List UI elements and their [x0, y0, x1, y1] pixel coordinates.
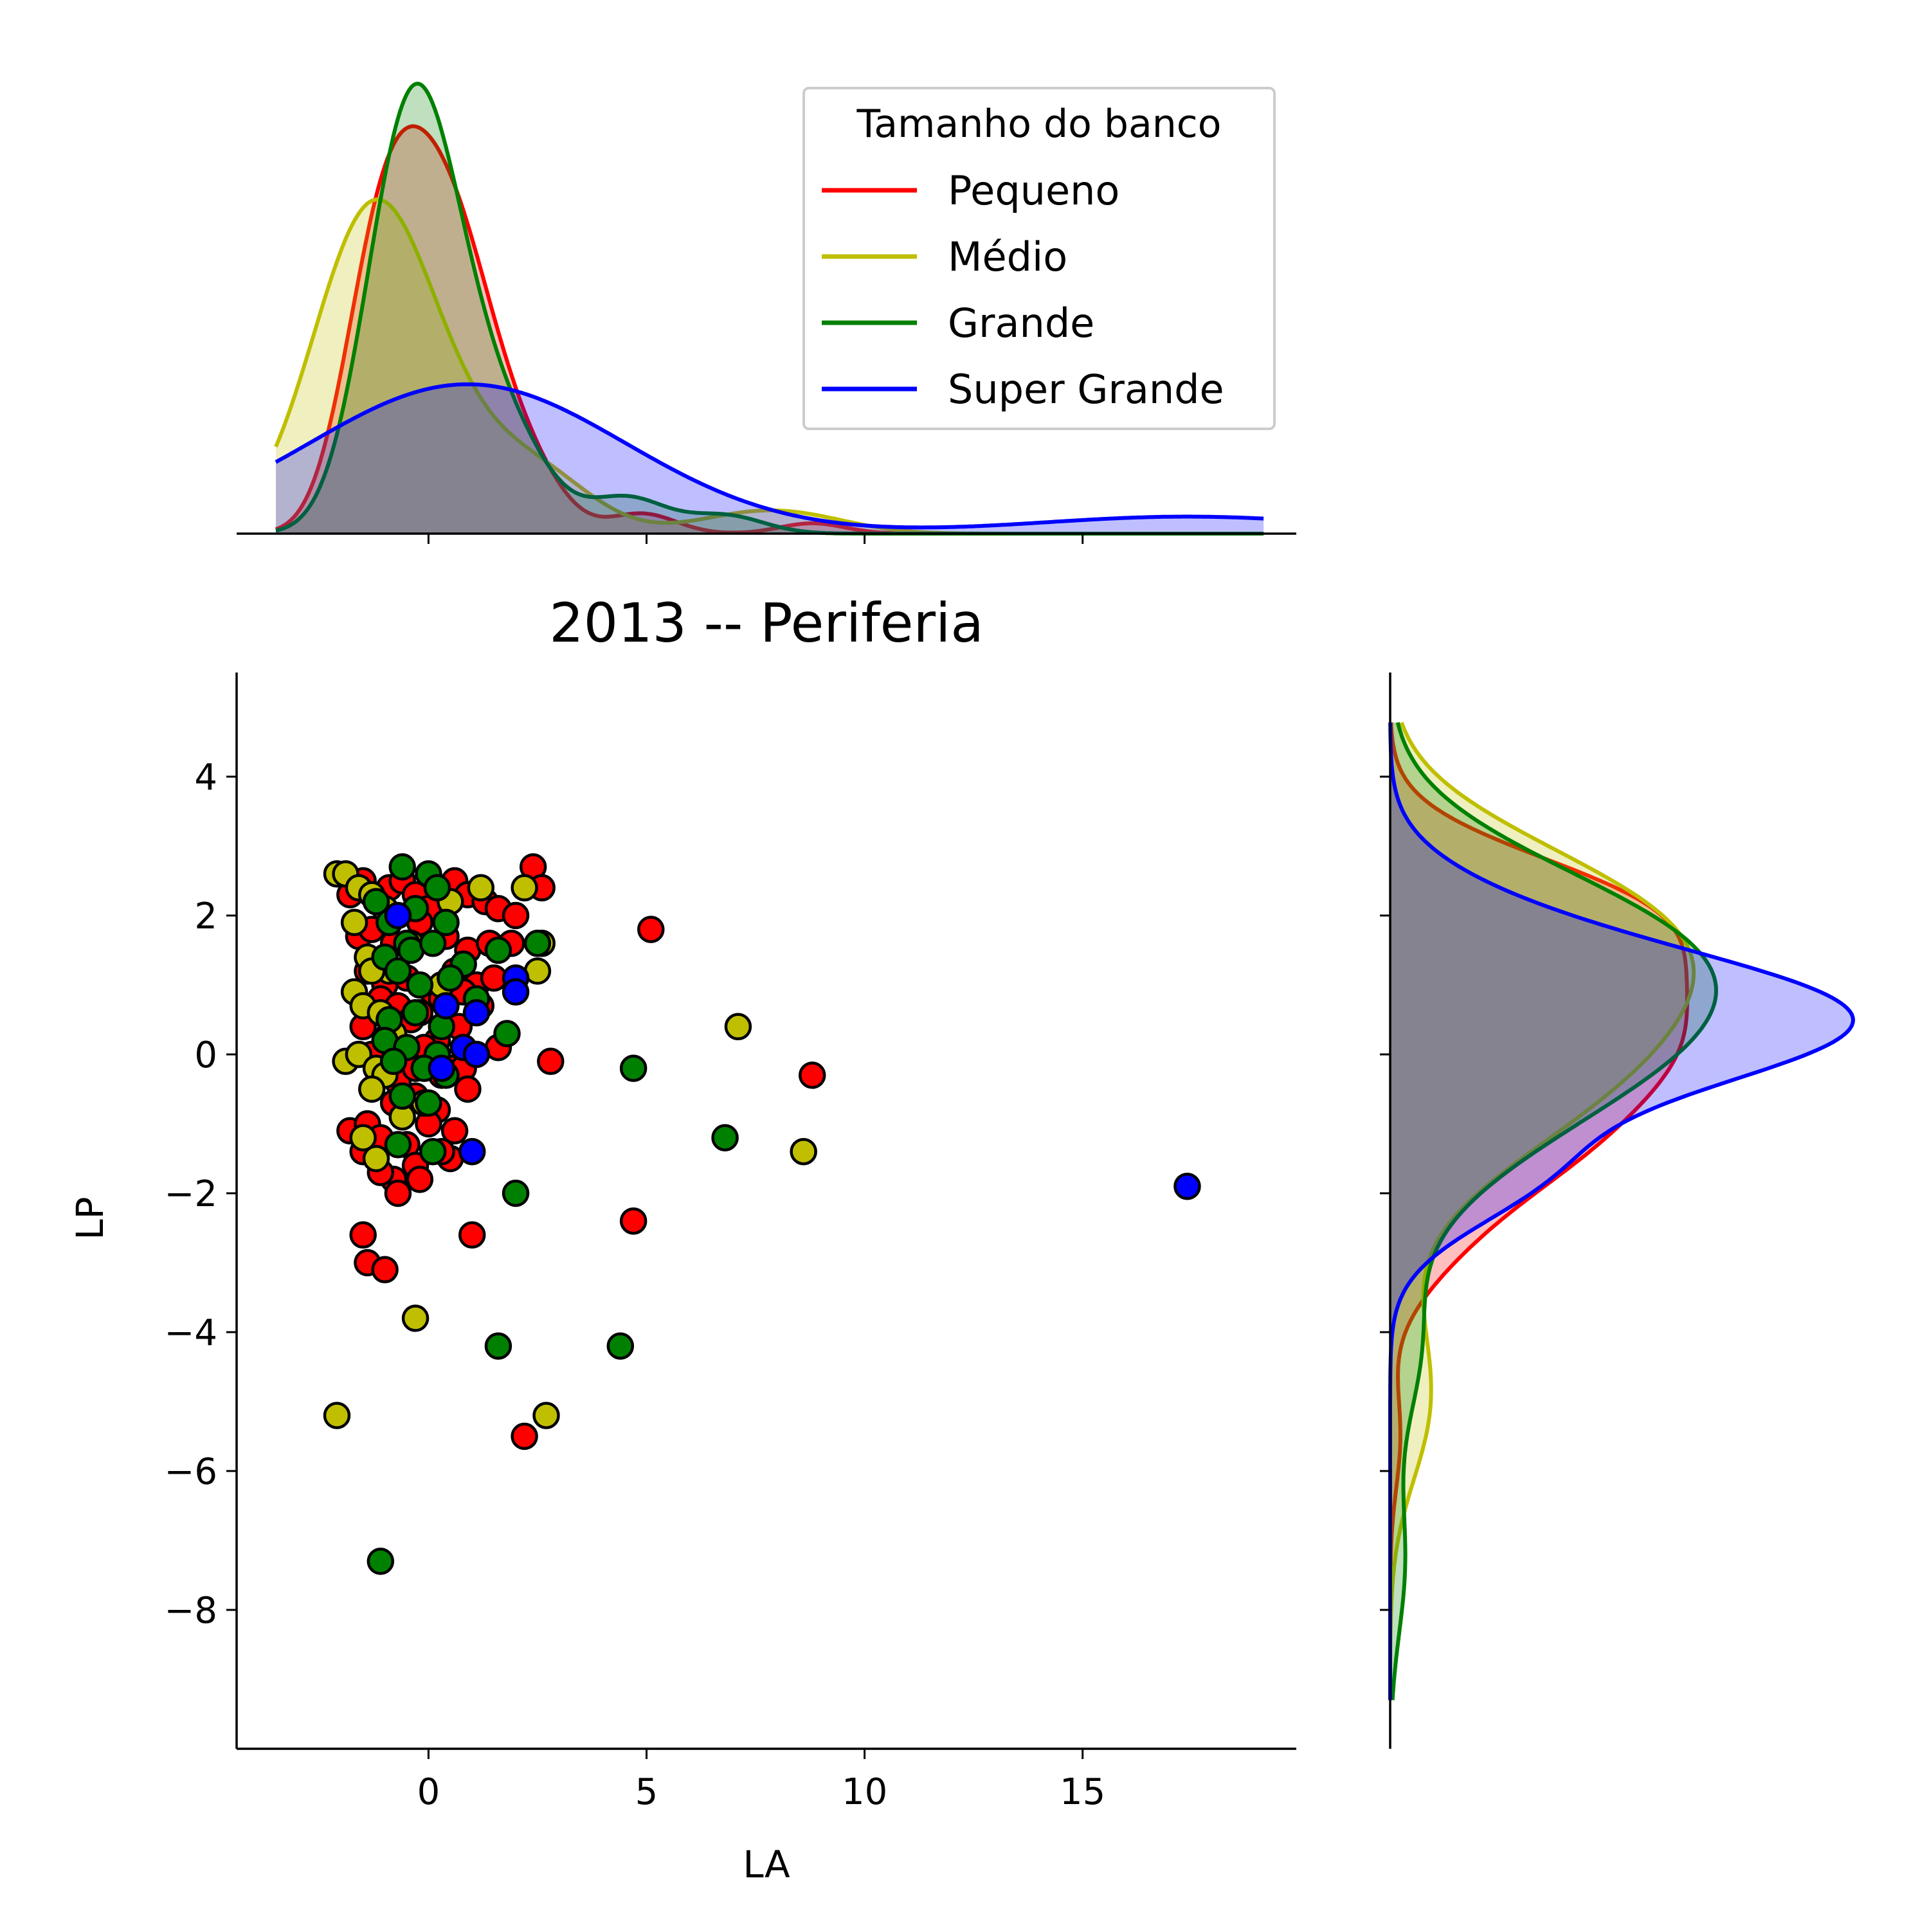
right-marginal-kde	[1380, 673, 1856, 1749]
point-pequeno	[637, 916, 665, 943]
point-m-dio	[323, 1402, 351, 1429]
x-axis-label: LA	[743, 1843, 790, 1886]
point-pequeno	[349, 1221, 377, 1249]
point-pequeno	[511, 1422, 538, 1450]
point-m-dio	[340, 908, 368, 937]
point-grande	[384, 1131, 412, 1159]
y-tick-label: 2	[194, 896, 217, 937]
right-kde-fill-pequeno	[1390, 722, 1687, 1701]
top-marginal-kde	[237, 81, 1296, 544]
point-grande	[419, 1137, 447, 1166]
point-m-dio	[724, 1013, 752, 1041]
point-grande	[419, 929, 447, 957]
legend-label: Médio	[948, 233, 1067, 280]
point-super-grande	[462, 1040, 491, 1069]
point-grande	[388, 1082, 416, 1110]
point-grande	[606, 1332, 635, 1360]
point-m-dio	[358, 1075, 386, 1103]
legend-title: Tamanho do banco	[856, 102, 1222, 147]
point-grande	[432, 908, 460, 937]
x-tick-label: 10	[842, 1771, 887, 1813]
right-kde-fill-m-dio	[1390, 722, 1694, 1701]
top-kde-fill-pequeno	[276, 126, 1264, 534]
point-m-dio	[349, 1124, 377, 1151]
x-tick-label: 0	[417, 1771, 440, 1813]
scatter-points	[323, 853, 1201, 1575]
point-pequeno	[384, 1179, 412, 1207]
point-grande	[484, 1332, 512, 1360]
point-super-grande	[462, 998, 491, 1027]
point-grande	[484, 936, 512, 964]
x-tick-label: 15	[1060, 1771, 1105, 1813]
point-grande	[711, 1124, 739, 1151]
legend: Tamanho do banco Pequeno Médio Grande Super…	[802, 87, 1276, 430]
point-grande	[423, 874, 451, 902]
point-pequeno	[454, 1075, 482, 1103]
point-pequeno	[440, 1117, 469, 1145]
legend-label: Pequeno	[948, 167, 1119, 214]
point-m-dio	[362, 1144, 390, 1173]
point-pequeno	[458, 1221, 486, 1249]
point-grande	[362, 888, 390, 916]
y-tick-label: −6	[164, 1451, 217, 1493]
point-grande	[384, 957, 412, 985]
point-grande	[379, 1047, 408, 1076]
point-m-dio	[532, 1402, 560, 1429]
right-kde-fill-super-grande	[1390, 722, 1853, 1701]
point-grande	[502, 1179, 530, 1207]
x-tick-label: 5	[635, 1771, 658, 1813]
point-pequeno	[502, 901, 530, 930]
point-grande	[401, 998, 430, 1027]
top-kde-fill-m-dio	[276, 199, 1264, 534]
right-kde-line-m-dio	[1388, 721, 1696, 1701]
point-m-dio	[511, 874, 538, 902]
point-super-grande	[458, 1137, 486, 1166]
point-grande	[523, 929, 552, 957]
point-super-grande	[502, 978, 530, 1006]
top-kde-line-super-grande	[275, 382, 1264, 530]
point-m-dio	[401, 1305, 430, 1332]
top-kde-fill-super-grande	[276, 384, 1264, 534]
y-tick-label: −8	[164, 1590, 217, 1632]
point-pequeno	[371, 1256, 399, 1284]
point-pequeno	[406, 1166, 434, 1193]
point-grande	[388, 853, 416, 881]
point-grande	[493, 1020, 521, 1047]
y-tick-label: 4	[194, 757, 217, 799]
legend-label: Grande	[948, 300, 1094, 347]
point-m-dio	[467, 874, 495, 902]
point-pequeno	[619, 1207, 648, 1235]
right-kde-line-grande	[1390, 722, 1718, 1701]
y-tick-label: −4	[164, 1312, 217, 1354]
point-m-dio	[345, 1040, 373, 1069]
point-super-grande	[384, 901, 412, 930]
point-grande	[367, 1548, 395, 1575]
point-grande	[415, 1089, 442, 1117]
point-pequeno	[537, 1047, 565, 1076]
point-pequeno	[798, 1061, 826, 1089]
point-super-grande	[428, 1054, 455, 1082]
y-tick-label: −2	[164, 1173, 217, 1215]
main-scatter-axes: 0 5 10 15 4 2 0 −2 −4 −6 −8	[164, 673, 1296, 1813]
y-tick-label: 0	[194, 1034, 217, 1076]
legend-frame	[802, 87, 1276, 430]
point-grande	[619, 1054, 648, 1082]
y-axis-label: LP	[68, 1196, 112, 1240]
point-super-grande	[1173, 1172, 1201, 1200]
point-grande	[437, 964, 464, 992]
legend-label: Super Grande	[948, 366, 1224, 413]
right-kde-fill-grande	[1390, 722, 1716, 1701]
point-grande	[406, 971, 434, 999]
chart-title: 2013 -- Periferia	[549, 591, 984, 655]
point-m-dio	[790, 1137, 817, 1166]
point-super-grande	[432, 992, 460, 1020]
